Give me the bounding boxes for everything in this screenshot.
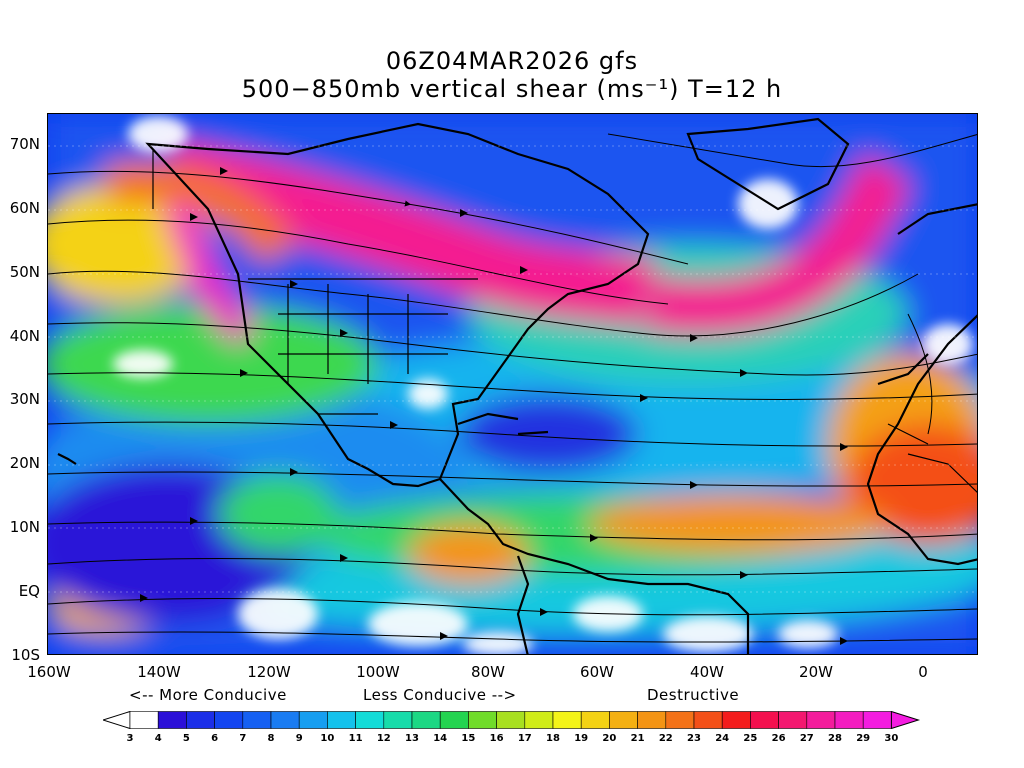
colorbar-swatch — [721, 711, 751, 729]
colorbar-swatch — [552, 711, 582, 729]
colorbar-tick-label: 25 — [743, 733, 758, 744]
lat-label: 60N — [9, 199, 40, 217]
lon-label: 60W — [580, 663, 614, 681]
more-conducive-label: <-- More Conducive — [129, 686, 287, 704]
lon-label: 40W — [690, 663, 724, 681]
colorbar-swatch — [609, 711, 638, 729]
lat-label: 20N — [9, 454, 40, 472]
colorbar-tick-label: 7 — [239, 733, 247, 744]
chart-title-line1: 06Z04MAR2026 gfs — [385, 47, 639, 75]
colorbar-tick-label: 18 — [546, 733, 560, 744]
lat-label: 10S — [11, 646, 40, 664]
colorbar-swatch — [355, 711, 385, 729]
colorbar-tick-label: 14 — [433, 733, 448, 744]
colorbar-tick-label: 12 — [376, 733, 391, 744]
colorbar-swatch — [806, 711, 836, 729]
destructive-label: Destructive — [647, 686, 740, 704]
colorbar-tick-label: 13 — [405, 733, 419, 744]
colorbar-swatch — [637, 711, 667, 729]
colorbar-tick-label: 11 — [348, 733, 363, 744]
lon-label: 160W — [27, 663, 71, 681]
colorbar-swatch — [778, 711, 808, 729]
colorbar-swatch — [665, 711, 695, 729]
colorbar-swatch — [129, 711, 159, 729]
colorbar-swatch — [693, 711, 723, 729]
colorbar-swatch — [468, 711, 497, 729]
colorbar-swatch — [242, 711, 272, 729]
lon-label: 0 — [918, 663, 928, 681]
lat-label: 50N — [9, 263, 40, 281]
colorbar-swatch — [214, 711, 244, 729]
colorbar-tick-label: 22 — [658, 733, 673, 744]
colorbar-tick-label: 23 — [687, 733, 701, 744]
less-conducive-label: Less Conducive --> — [363, 686, 517, 704]
colorbar-tick-label: 21 — [630, 733, 645, 744]
colorbar-swatch — [750, 711, 779, 729]
colorbar-tick-label: 16 — [489, 733, 504, 744]
colorbar-tick-label: 29 — [856, 733, 871, 744]
colorbar-left-arrow — [103, 711, 131, 729]
colorbar-tick-label: 20 — [602, 733, 617, 744]
colorbar-swatch — [186, 711, 215, 729]
colorbar-swatch — [834, 711, 864, 729]
colorbar-swatch — [327, 711, 356, 729]
streamline-arrows — [140, 167, 848, 645]
colorbar-tick-label: 15 — [461, 733, 476, 744]
lon-label: 80W — [471, 663, 505, 681]
graticule — [48, 145, 977, 593]
lat-label: 30N — [9, 390, 40, 408]
colorbar-swatch — [524, 711, 554, 729]
colorbar-tick-label: 3 — [126, 733, 134, 744]
colorbar-tick-label: 9 — [295, 733, 303, 744]
map-canvas — [48, 114, 977, 654]
colorbar-tick-label: 6 — [211, 733, 219, 744]
lat-label: 70N — [9, 135, 40, 153]
colorbar — [103, 711, 921, 729]
streamlines — [48, 133, 977, 643]
shear-field — [48, 114, 977, 654]
colorbar-swatch — [496, 711, 526, 729]
lat-label: 40N — [9, 327, 40, 345]
colorbar-tick-label: 19 — [574, 733, 589, 744]
colorbar-swatch — [270, 711, 300, 729]
colorbar-tick-label: 10 — [320, 733, 335, 744]
colorbar-right-arrow — [890, 711, 921, 729]
shear-map — [47, 113, 978, 655]
lon-label: 100W — [356, 663, 400, 681]
lat-label: EQ — [18, 582, 40, 600]
lat-label: 10N — [9, 518, 40, 536]
colorbar-tick-label: 17 — [517, 733, 532, 744]
colorbar-swatch — [298, 711, 328, 729]
lon-label: 140W — [137, 663, 181, 681]
colorbar-tick-label: 30 — [884, 733, 899, 744]
colorbar-swatch — [157, 711, 187, 729]
colorbar-tick-label: 8 — [267, 733, 275, 744]
colorbar-swatch — [383, 711, 413, 729]
colorbar-tick-label: 26 — [771, 733, 786, 744]
colorbar-tick-label: 24 — [715, 733, 730, 744]
lon-label: 20W — [799, 663, 833, 681]
chart-title-line2: 500−850mb vertical shear (ms⁻¹) T=12 h — [241, 75, 783, 103]
colorbar-swatch — [439, 711, 469, 729]
colorbar-tick-label: 4 — [154, 733, 162, 744]
colorbar-tick-label: 27 — [799, 733, 814, 744]
colorbar-swatch — [580, 711, 610, 729]
colorbar-tick-label: 28 — [828, 733, 842, 744]
colorbar-tick-label: 5 — [182, 733, 190, 744]
lon-label: 120W — [247, 663, 291, 681]
colorbar-swatch — [411, 711, 441, 729]
colorbar-swatch — [862, 711, 892, 729]
